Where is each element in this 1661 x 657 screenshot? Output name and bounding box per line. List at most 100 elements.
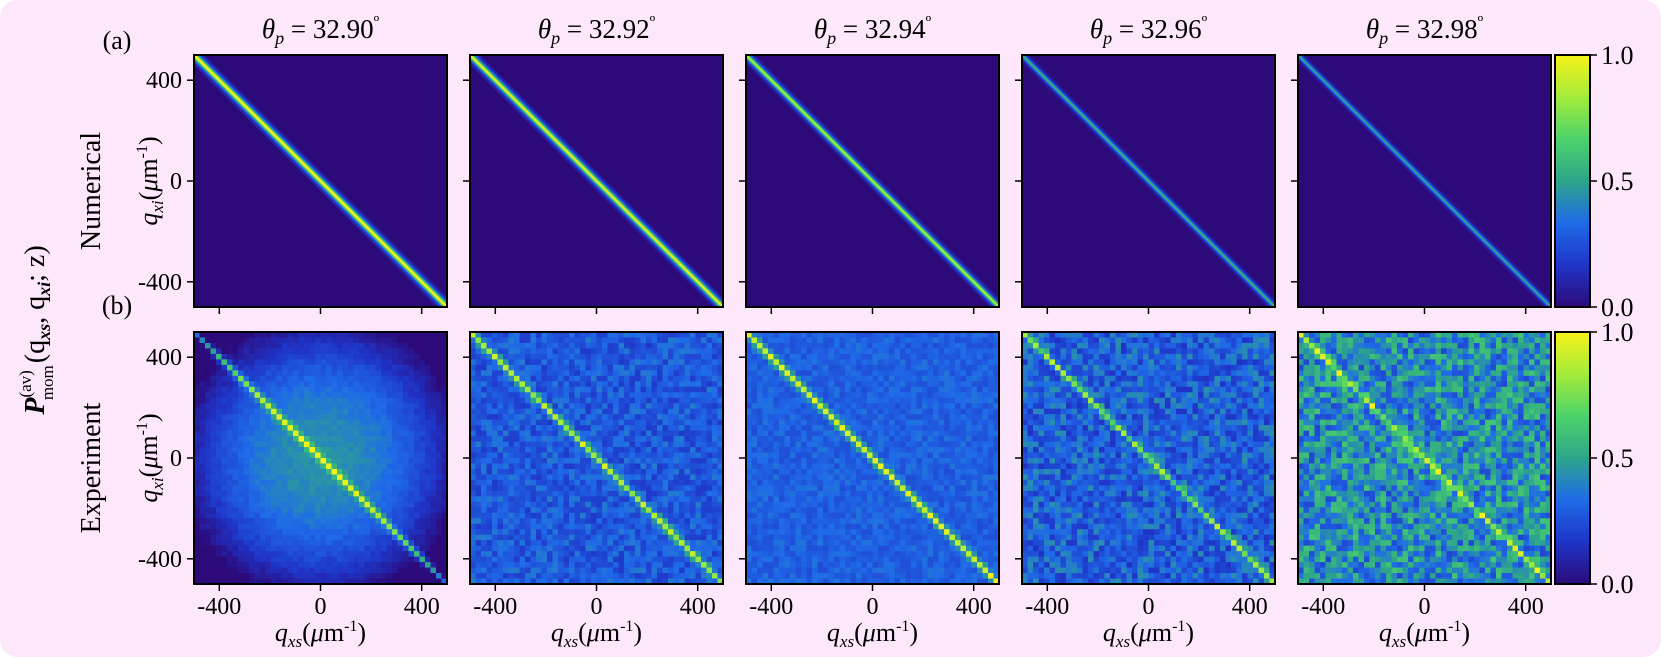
heatmap-cell bbox=[536, 425, 543, 432]
heatmap-cell bbox=[470, 414, 477, 421]
heatmap-cell bbox=[216, 436, 223, 443]
heatmap-cell bbox=[801, 551, 808, 558]
heatmap-cell bbox=[525, 414, 532, 421]
heatmap-cell bbox=[790, 523, 797, 530]
heatmap-cell bbox=[751, 436, 758, 443]
heatmap-cell bbox=[359, 534, 366, 541]
heatmap-cell bbox=[265, 518, 272, 525]
heatmap-cell bbox=[657, 474, 664, 481]
heatmap-cell bbox=[249, 496, 256, 503]
heatmap-cell bbox=[629, 436, 636, 443]
heatmap-cell bbox=[238, 534, 245, 541]
heatmap-cell bbox=[558, 485, 565, 492]
heatmap-cell bbox=[651, 512, 658, 519]
heatmap-cell bbox=[514, 359, 521, 366]
heatmap-cell bbox=[436, 447, 443, 454]
heatmap-cell bbox=[668, 468, 675, 476]
heatmap-cell bbox=[315, 359, 322, 366]
heatmap-cell bbox=[441, 468, 447, 476]
heatmap-cell bbox=[640, 485, 647, 492]
heatmap-cell bbox=[701, 496, 708, 503]
heatmap-cell bbox=[348, 386, 355, 393]
heatmap-cell bbox=[386, 452, 393, 459]
heatmap-cell bbox=[486, 523, 493, 530]
heatmap-cell bbox=[194, 573, 201, 580]
heatmap-cell bbox=[508, 375, 515, 382]
heatmap-cell bbox=[397, 512, 404, 519]
heatmap-cell bbox=[646, 370, 653, 377]
heatmap-cell bbox=[795, 534, 802, 541]
heatmap-cell bbox=[287, 523, 294, 530]
heatmap-cell bbox=[342, 414, 349, 421]
heatmap-cell bbox=[370, 359, 377, 366]
heatmap-cell bbox=[679, 441, 686, 448]
heatmap-cell bbox=[635, 551, 642, 558]
heatmap-cell bbox=[806, 485, 813, 492]
heatmap-cell bbox=[227, 479, 234, 486]
heatmap-cell bbox=[293, 419, 300, 426]
heatmap-cell bbox=[679, 348, 686, 355]
heatmap-cell bbox=[812, 474, 819, 481]
heatmap-cell bbox=[552, 430, 559, 437]
heatmap-cell bbox=[525, 370, 532, 377]
heatmap-cell bbox=[751, 545, 758, 552]
heatmap-cell bbox=[287, 452, 294, 459]
heatmap-cell bbox=[585, 375, 592, 382]
heatmap-cell bbox=[779, 414, 786, 421]
heatmap-cell bbox=[227, 507, 234, 514]
heatmap-cell bbox=[497, 529, 504, 536]
heatmap-cell bbox=[331, 359, 338, 366]
heatmap-cell bbox=[232, 381, 239, 388]
heatmap-cell bbox=[430, 452, 437, 459]
heatmap-cell bbox=[492, 430, 499, 437]
heatmap-cell bbox=[746, 523, 753, 530]
heatmap-cell bbox=[801, 381, 808, 388]
heatmap-cell bbox=[254, 408, 261, 415]
heatmap-cell bbox=[304, 425, 311, 432]
heatmap-cell bbox=[790, 414, 797, 421]
heatmap-cell bbox=[414, 414, 421, 421]
heatmap-cell bbox=[210, 562, 217, 569]
heatmap-cell bbox=[276, 425, 283, 432]
heatmap-cell bbox=[436, 562, 443, 569]
heatmap-cell bbox=[530, 523, 537, 530]
heatmap-cell bbox=[585, 485, 592, 492]
heatmap-cell bbox=[199, 414, 206, 421]
heatmap-cell bbox=[657, 359, 664, 366]
heatmap-cell bbox=[569, 512, 576, 519]
heatmap-cell bbox=[757, 348, 764, 355]
heatmap-cell bbox=[419, 364, 426, 371]
heatmap-cell bbox=[684, 414, 691, 421]
heatmap-cell bbox=[359, 523, 366, 530]
heatmap-cell bbox=[712, 392, 719, 399]
heatmap-panel-0-2 bbox=[739, 54, 1000, 314]
heatmap-cell bbox=[640, 403, 647, 410]
heatmap-cell bbox=[436, 540, 443, 547]
heatmap-cell bbox=[199, 441, 206, 448]
heatmap-cell bbox=[320, 419, 327, 426]
heatmap-cell bbox=[392, 364, 399, 371]
heatmap-cell bbox=[662, 496, 669, 503]
heatmap-cell bbox=[441, 397, 447, 404]
heatmap-cell bbox=[757, 496, 764, 503]
heatmap-cell bbox=[591, 364, 598, 371]
heatmap-cell bbox=[254, 392, 261, 399]
heatmap-cell bbox=[757, 507, 764, 514]
heatmap-cell bbox=[309, 392, 316, 399]
heatmap-cell bbox=[541, 359, 548, 366]
heatmap-cell bbox=[441, 392, 447, 399]
heatmap-cell bbox=[525, 545, 532, 552]
heatmap-cell bbox=[607, 523, 614, 530]
heatmap-cell bbox=[640, 556, 647, 563]
heatmap-cell bbox=[717, 386, 723, 393]
heatmap-cell bbox=[784, 551, 791, 558]
heatmap-cell bbox=[216, 359, 223, 366]
heatmap-cell bbox=[558, 425, 565, 432]
heatmap-cell bbox=[293, 425, 300, 432]
heatmap-cell bbox=[381, 414, 388, 421]
heatmap-cell bbox=[757, 562, 764, 569]
heatmap-cell bbox=[757, 397, 764, 404]
heatmap-cell bbox=[806, 359, 813, 366]
heatmap-cell bbox=[536, 507, 543, 514]
heatmap-cell bbox=[216, 408, 223, 415]
